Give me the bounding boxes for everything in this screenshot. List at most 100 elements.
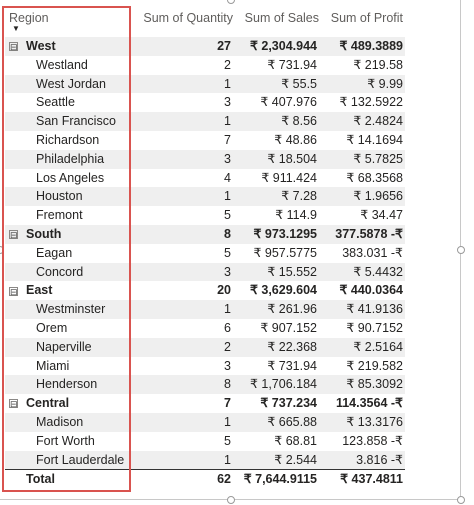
sales-cell: ₹ 114.9 bbox=[275, 208, 317, 223]
profit-cell: ₹ 14.1694 bbox=[346, 132, 403, 147]
quantity-cell: 8 bbox=[131, 375, 233, 395]
city-name: Fremont bbox=[36, 208, 83, 223]
quantity-cell: 1 bbox=[131, 300, 233, 319]
resize-handle-right-middle[interactable] bbox=[457, 246, 465, 254]
sales-cell: ₹ 68.81 bbox=[274, 433, 317, 448]
profit-cell: ₹ 85.3092 bbox=[319, 375, 405, 395]
table-row: Miami 3 ₹ 731.94 ₹ 219.582 bbox=[5, 357, 405, 376]
sales-cell: ₹ 2.544 bbox=[233, 450, 319, 470]
city-name: Madison bbox=[5, 412, 131, 432]
total-row: Total 62 ₹ 7,644.9115 ₹ 437.4811 bbox=[5, 469, 405, 489]
table-row: Philadelphia 3 ₹ 18.504 ₹ 5.7825 bbox=[5, 149, 405, 169]
quantity-cell: 4 bbox=[224, 170, 231, 185]
quantity-cell: 62 bbox=[217, 472, 231, 487]
profit-cell: ₹ 1.9656 bbox=[319, 187, 405, 207]
table-row: San Francisco 1 ₹ 8.56 ₹ 2.4824 bbox=[5, 112, 405, 131]
city-name: Philadelphia bbox=[5, 149, 131, 169]
collapse-toggle-icon[interactable]: ⊟ bbox=[9, 286, 18, 297]
collapse-toggle-icon[interactable]: ⊟ bbox=[9, 399, 18, 410]
sales-cell: ₹ 7.28 bbox=[233, 187, 319, 207]
quantity-cell: 8 bbox=[131, 224, 233, 244]
city-name: Miami bbox=[36, 358, 70, 373]
sort-descending-icon[interactable]: ▼ bbox=[12, 24, 20, 33]
table-row: Los Angeles 4 ₹ 911.424 ₹ 68.3568 bbox=[5, 169, 405, 188]
quantity-cell: 5 bbox=[224, 208, 231, 223]
sales-cell: ₹ 15.552 bbox=[233, 262, 319, 282]
table-row: Eagan 5 ₹ 957.5775 383.031 -₹ bbox=[5, 244, 405, 263]
header-row: Region ▼ Sum of Quantity Sum of Sales Su… bbox=[5, 6, 405, 37]
city-name: Henderson bbox=[5, 375, 131, 395]
column-header-quantity[interactable]: Sum of Quantity bbox=[143, 11, 233, 25]
group-row: ⊟ Central 7 ₹ 737.234 114.3564 -₹ bbox=[5, 394, 405, 413]
group-label-cell[interactable]: ⊟ East bbox=[5, 281, 131, 300]
sales-cell: ₹ 957.5775 bbox=[253, 245, 317, 260]
sales-cell: ₹ 8.56 bbox=[233, 112, 319, 131]
group-name: South bbox=[26, 226, 62, 241]
table-row: West Jordan 1 ₹ 55.5 ₹ 9.99 bbox=[5, 74, 405, 94]
city-name: Richardson bbox=[36, 132, 100, 147]
column-header-sales[interactable]: Sum of Sales bbox=[244, 11, 319, 25]
quantity-cell: 2 bbox=[131, 337, 233, 357]
table-row: Richardson 7 ₹ 48.86 ₹ 14.1694 bbox=[5, 131, 405, 150]
profit-cell: ₹ 219.582 bbox=[346, 358, 403, 373]
quantity-cell: 1 bbox=[131, 412, 233, 432]
city-name: Fort Lauderdale bbox=[5, 450, 131, 470]
profit-cell: 123.858 -₹ bbox=[342, 433, 403, 448]
sales-cell: ₹ 18.504 bbox=[233, 149, 319, 169]
sales-cell: ₹ 3,629.604 bbox=[249, 283, 317, 298]
city-name: Fort Worth bbox=[36, 433, 95, 448]
sales-cell: ₹ 1,706.184 bbox=[233, 375, 319, 395]
sales-cell: ₹ 48.86 bbox=[274, 132, 317, 147]
quantity-cell: 1 bbox=[131, 112, 233, 131]
collapse-toggle-icon[interactable]: ⊟ bbox=[9, 42, 18, 53]
city-name: Houston bbox=[5, 187, 131, 207]
group-label-cell[interactable]: ⊟ Central bbox=[5, 394, 131, 413]
profit-cell: ₹ 5.7825 bbox=[319, 149, 405, 169]
resize-handle-bottom-center[interactable] bbox=[227, 496, 235, 504]
collapse-toggle-icon[interactable]: ⊟ bbox=[9, 230, 18, 241]
total-label: Total bbox=[26, 472, 55, 487]
quantity-cell: 3 bbox=[131, 149, 233, 169]
quantity-cell: 7 bbox=[224, 132, 231, 147]
column-header-region[interactable]: Region ▼ bbox=[5, 6, 131, 37]
table-row: Madison 1 ₹ 665.88 ₹ 13.3176 bbox=[5, 412, 405, 432]
sales-cell: ₹ 737.234 bbox=[260, 396, 317, 411]
city-name: Eagan bbox=[36, 245, 73, 260]
sales-cell: ₹ 55.5 bbox=[233, 74, 319, 94]
quantity-cell: 1 bbox=[131, 450, 233, 470]
group-name: West bbox=[26, 39, 56, 53]
group-name: East bbox=[26, 283, 53, 298]
quantity-cell: 5 bbox=[224, 433, 231, 448]
profit-cell: 377.5878 -₹ bbox=[319, 224, 405, 244]
group-label-cell[interactable]: ⊟ West bbox=[5, 37, 131, 56]
table-row: Henderson 8 ₹ 1,706.184 ₹ 85.3092 bbox=[5, 375, 405, 395]
quantity-cell: 20 bbox=[217, 283, 231, 298]
profit-cell: ₹ 489.3889 bbox=[319, 37, 405, 56]
profit-cell: ₹ 219.58 bbox=[353, 57, 403, 72]
profit-cell: ₹ 132.5922 bbox=[339, 95, 403, 110]
resize-handle-bottom-right[interactable] bbox=[457, 496, 465, 504]
group-name: Central bbox=[26, 396, 70, 411]
city-name: Concord bbox=[5, 262, 131, 282]
column-header-profit[interactable]: Sum of Profit bbox=[330, 11, 403, 25]
profit-cell: ₹ 13.3176 bbox=[319, 412, 405, 432]
profit-cell: ₹ 34.47 bbox=[360, 208, 403, 223]
profit-cell: ₹ 90.7152 bbox=[346, 320, 403, 335]
table-row: Fort Worth 5 ₹ 68.81 123.858 -₹ bbox=[5, 432, 405, 451]
group-label-cell[interactable]: ⊟ South bbox=[5, 224, 131, 244]
column-header-label: Region bbox=[9, 11, 49, 25]
group-row: ⊟ South 8 ₹ 973.1295 377.5878 -₹ bbox=[5, 224, 405, 244]
sales-cell: ₹ 973.1295 bbox=[233, 224, 319, 244]
profit-cell: ₹ 2.4824 bbox=[319, 112, 405, 131]
city-name: Los Angeles bbox=[36, 170, 105, 185]
table-row: Seattle 3 ₹ 407.976 ₹ 132.5922 bbox=[5, 93, 405, 112]
matrix-table: Region ▼ Sum of Quantity Sum of Sales Su… bbox=[5, 6, 405, 489]
group-row: ⊟ West 27 ₹ 2,304.944 ₹ 489.3889 bbox=[5, 37, 405, 56]
quantity-cell: 5 bbox=[224, 245, 231, 260]
table-row: Fort Lauderdale 1 ₹ 2.544 3.816 -₹ bbox=[5, 450, 405, 470]
quantity-cell: 3 bbox=[224, 358, 231, 373]
table-row: Concord 3 ₹ 15.552 ₹ 5.4432 bbox=[5, 262, 405, 282]
quantity-cell: 6 bbox=[224, 320, 231, 335]
city-name: Westland bbox=[36, 57, 88, 72]
table-row: Westland 2 ₹ 731.94 ₹ 219.58 bbox=[5, 56, 405, 75]
